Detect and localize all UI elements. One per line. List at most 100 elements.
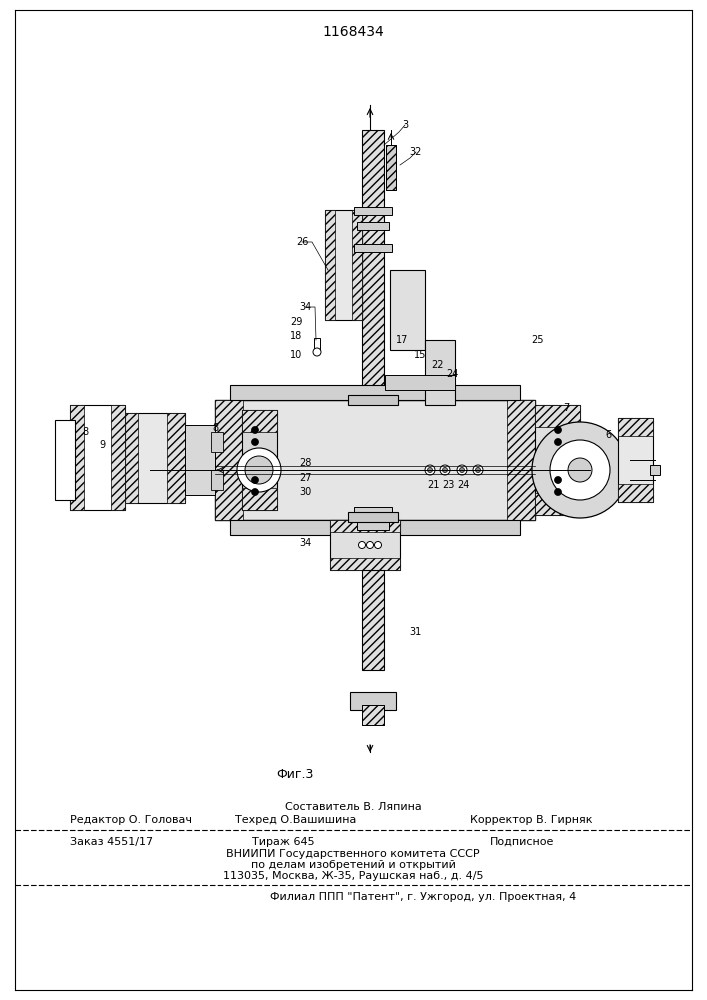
Circle shape [425,465,435,475]
Circle shape [252,438,259,446]
Text: Заказ 4551/17: Заказ 4551/17 [70,837,153,847]
Bar [357,222,389,230]
Bar [618,418,653,502]
Circle shape [554,488,561,495]
Text: 24: 24 [457,480,469,490]
Bar [330,520,400,570]
Bar [348,512,398,522]
Text: 27: 27 [299,473,311,483]
Circle shape [313,348,321,356]
Text: 34: 34 [299,302,311,312]
Bar [325,210,362,320]
Bar [507,400,535,520]
Bar [242,410,277,432]
Text: Филиал ППП "Патент", г. Ужгород, ул. Проектная, 4: Филиал ППП "Патент", г. Ужгород, ул. Про… [270,892,576,902]
Text: 31: 31 [409,627,421,637]
Circle shape [476,468,481,473]
Bar [350,692,396,710]
Text: 22: 22 [431,360,443,370]
Circle shape [554,426,561,434]
Bar [215,400,535,520]
Text: 28: 28 [299,458,311,468]
Text: Тираж 645: Тираж 645 [252,837,315,847]
Bar [120,413,138,503]
Circle shape [252,477,259,484]
Text: Корректор В. Гирняк: Корректор В. Гирняк [470,815,592,825]
Text: 10: 10 [290,350,302,360]
Text: ВНИИПИ Государственного комитета СССР: ВНИИПИ Государственного комитета СССР [226,849,480,859]
Bar [215,400,243,520]
Bar [70,405,84,510]
Text: 1168434: 1168434 [322,25,384,39]
Circle shape [473,465,483,475]
Bar [230,385,520,400]
Circle shape [366,542,373,548]
Bar [618,484,653,502]
Bar [535,405,580,515]
Circle shape [245,456,273,484]
Text: Фиг.3: Фиг.3 [276,768,314,782]
Bar [242,410,277,510]
Bar [211,470,223,490]
Text: 29: 29 [290,317,302,327]
Bar [386,145,396,190]
Bar [535,405,580,427]
Text: 23: 23 [442,480,454,490]
Text: 24: 24 [446,369,458,379]
Circle shape [252,426,259,434]
Text: 32: 32 [410,147,422,157]
Text: Подписное: Подписное [490,837,554,847]
Bar [120,413,185,503]
Circle shape [358,542,366,548]
Text: 3: 3 [402,120,408,130]
Text: 30: 30 [299,487,311,497]
Circle shape [460,468,464,473]
Text: 15: 15 [414,350,426,360]
Text: 18: 18 [290,331,302,341]
Bar [352,210,362,320]
Bar [354,207,392,215]
Bar [362,130,384,505]
Text: Составитель В. Ляпина: Составитель В. Ляпина [285,802,421,812]
Bar [167,413,185,503]
Circle shape [568,458,592,482]
Text: 17: 17 [396,335,408,345]
Circle shape [237,448,281,492]
Text: 21: 21 [427,480,439,490]
Text: 8: 8 [82,427,88,437]
Circle shape [457,465,467,475]
Text: 26: 26 [296,237,308,247]
Bar [618,418,653,436]
Circle shape [554,477,561,484]
Bar [650,465,660,475]
Circle shape [428,468,433,473]
Text: 34: 34 [299,538,311,548]
Circle shape [443,468,448,473]
Bar [325,210,335,320]
Circle shape [550,440,610,500]
Bar [314,338,320,350]
Bar [211,432,223,452]
Text: 113035, Москва, Ж-35, Раушская наб., д. 4/5: 113035, Москва, Ж-35, Раушская наб., д. … [223,871,484,881]
Text: по делам изобретений и открытий: по делам изобретений и открытий [250,860,455,870]
Bar [348,395,398,405]
Text: 6: 6 [605,430,611,440]
Bar [354,244,392,252]
Bar [70,405,125,510]
Bar [111,405,125,510]
Bar [362,705,384,725]
Bar [55,420,75,500]
Bar [385,375,455,390]
Text: Техред О.Вашишина: Техред О.Вашишина [235,815,356,825]
Text: Редактор О. Головач: Редактор О. Головач [70,815,192,825]
Bar [330,558,400,570]
Bar [357,522,389,530]
Circle shape [252,488,259,495]
Bar [362,705,384,725]
Circle shape [554,438,561,446]
Bar [386,145,396,190]
Text: 7: 7 [563,403,569,413]
Text: 8: 8 [212,423,218,433]
Bar [390,270,425,350]
Text: 9: 9 [99,440,105,450]
